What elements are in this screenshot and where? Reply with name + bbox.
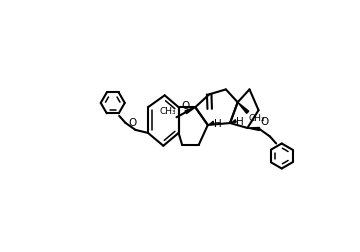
Polygon shape: [185, 108, 195, 114]
Text: CH₃: CH₃: [248, 114, 265, 123]
Text: H: H: [236, 117, 244, 127]
Text: O: O: [181, 101, 189, 111]
Text: O: O: [260, 117, 268, 127]
Text: H: H: [214, 118, 221, 128]
Text: O: O: [128, 118, 136, 128]
Text: CH₃: CH₃: [159, 107, 176, 116]
Polygon shape: [238, 103, 249, 114]
Polygon shape: [247, 128, 260, 131]
